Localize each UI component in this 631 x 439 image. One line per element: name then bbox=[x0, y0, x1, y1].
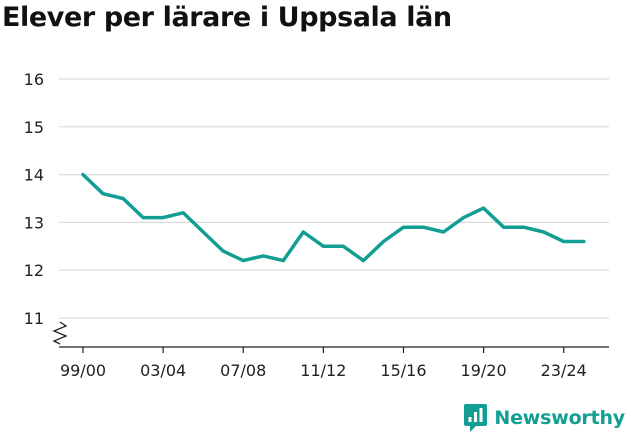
data-points bbox=[82, 174, 584, 261]
y-tick-label: 15 bbox=[24, 118, 44, 137]
x-tick-label: 11/12 bbox=[300, 361, 346, 380]
y-axis-labels: 11 12 13 14 15 16 bbox=[24, 70, 44, 328]
x-tick-label: 19/20 bbox=[461, 361, 507, 380]
y-tick-label: 12 bbox=[24, 261, 44, 280]
y-tick-label: 13 bbox=[24, 213, 44, 232]
chart-title: Elever per lärare i Uppsala län bbox=[2, 2, 452, 33]
axis-break-icon bbox=[52, 321, 68, 345]
x-tick-label: 23/24 bbox=[541, 361, 587, 380]
x-tick-label: 15/16 bbox=[380, 361, 426, 380]
x-axis-ticks bbox=[82, 347, 565, 353]
x-tick-label: 07/08 bbox=[220, 361, 266, 380]
x-axis-labels: 99/00 03/04 07/08 11/12 15/16 19/20 23/24 bbox=[60, 361, 587, 380]
y-tick-label: 14 bbox=[24, 166, 44, 185]
newsworthy-logo-icon bbox=[464, 404, 488, 432]
x-tick-label: 03/04 bbox=[140, 361, 186, 380]
brand: Newsworthy bbox=[463, 401, 625, 435]
gridlines bbox=[59, 78, 609, 319]
brand-name: Newsworthy bbox=[494, 407, 625, 429]
x-tick-label: 99/00 bbox=[60, 361, 106, 380]
y-tick-label: 16 bbox=[24, 70, 44, 89]
y-tick-label: 11 bbox=[24, 309, 44, 328]
series-line bbox=[81, 172, 586, 263]
